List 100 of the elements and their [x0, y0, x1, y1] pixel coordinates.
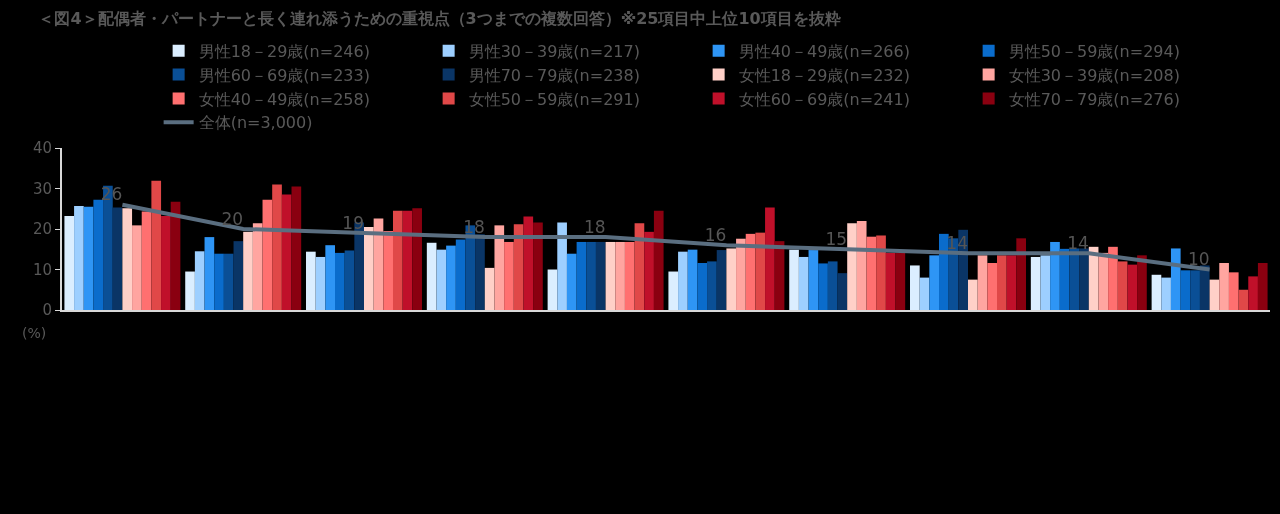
legend-label: 男性40－49歳(n=266) [738, 42, 910, 62]
y-tick-label: 20 [32, 220, 52, 239]
bar [547, 269, 558, 310]
y-tick-label: 30 [32, 179, 52, 198]
line-series [120, 202, 1212, 272]
y-tick-label: 10 [32, 260, 52, 279]
bar [1228, 272, 1239, 310]
bar [837, 273, 848, 310]
bar [1199, 265, 1210, 310]
bar [595, 241, 606, 310]
bar [808, 250, 819, 310]
bar [1069, 248, 1080, 310]
bar [1248, 276, 1258, 310]
bar [716, 250, 727, 310]
bar [856, 220, 867, 310]
bar [726, 248, 737, 310]
bar [885, 252, 896, 310]
legend-label: 男性50－59歳(n=294) [1008, 42, 1180, 62]
bar [566, 253, 577, 310]
bar [252, 223, 263, 310]
bar [132, 225, 142, 310]
bar [736, 238, 746, 310]
bar [1016, 238, 1026, 310]
bar [262, 199, 273, 310]
bar [412, 208, 422, 310]
bar [112, 207, 123, 310]
bar [446, 245, 456, 310]
legend-label: 女性60－69歳(n=241) [738, 89, 910, 109]
bar [605, 241, 616, 310]
bar [1238, 289, 1249, 310]
bar [996, 255, 1007, 310]
legend-label: 女性18－29歳(n=232) [738, 65, 910, 85]
bar [306, 251, 316, 310]
bar [818, 263, 828, 310]
bar [987, 263, 997, 310]
bar [1180, 270, 1191, 310]
bar [141, 211, 152, 310]
legend-label: 女性70－79歳(n=276) [1008, 89, 1180, 109]
bar [1006, 255, 1017, 310]
bar [243, 231, 253, 310]
bar [315, 256, 326, 310]
bar [1079, 248, 1089, 310]
bar [586, 241, 596, 310]
bar [204, 237, 215, 310]
bar [576, 241, 587, 310]
bar [644, 231, 654, 310]
bar [1127, 264, 1138, 310]
legend-label: 女性30－39歳(n=208) [1008, 65, 1180, 85]
bar [93, 199, 104, 310]
bar [272, 184, 282, 310]
bar [161, 216, 171, 310]
bar [1030, 256, 1041, 310]
data-label: 19 [342, 212, 364, 233]
bar [929, 255, 940, 310]
bar [1151, 274, 1162, 310]
bar [798, 256, 809, 310]
bar [1161, 277, 1171, 310]
bar [523, 216, 534, 310]
bar [364, 226, 374, 310]
bar [74, 205, 84, 310]
bar [557, 222, 567, 310]
data-label: 18 [463, 216, 485, 237]
bar [233, 241, 244, 310]
chart-title: ＜図4＞配偶者・パートナーと長く連れ添うための重視点（3つまでの複数回答）※25項目中上位10項目を抜粋 [38, 9, 841, 29]
legend-label: 男性70－79歳(n=238) [468, 65, 640, 85]
bar [939, 233, 949, 310]
y-tick-label: 40 [32, 139, 52, 158]
data-label: 18 [583, 216, 606, 237]
data-label: 10 [1187, 249, 1210, 270]
bar [1219, 263, 1229, 310]
bar [755, 232, 766, 310]
bar [765, 207, 775, 310]
bar [344, 250, 355, 310]
bar [533, 222, 543, 310]
bar [214, 253, 224, 310]
data-label: 14 [1067, 233, 1089, 254]
bar [223, 253, 234, 310]
bar [426, 242, 437, 310]
bar [494, 225, 505, 310]
bar [281, 194, 292, 310]
bar [1209, 279, 1220, 310]
legend-label: 男性60－69歳(n=233) [198, 65, 370, 85]
data-label: 16 [704, 224, 727, 245]
bar [678, 251, 688, 310]
bar [789, 249, 799, 310]
bar [697, 263, 708, 310]
bar [1257, 263, 1268, 310]
bar [1098, 252, 1109, 310]
data-label: 14 [946, 233, 968, 254]
y-axis-title: (%) [22, 325, 47, 341]
bar [653, 210, 664, 310]
bar [151, 180, 162, 310]
bar [170, 201, 181, 310]
bar [919, 277, 930, 310]
bar [847, 223, 857, 310]
bar [1117, 261, 1128, 310]
bar [1190, 270, 1200, 310]
bar [977, 255, 988, 310]
legend-label: 全体(n=3,000) [198, 113, 313, 133]
bar [1108, 246, 1118, 310]
